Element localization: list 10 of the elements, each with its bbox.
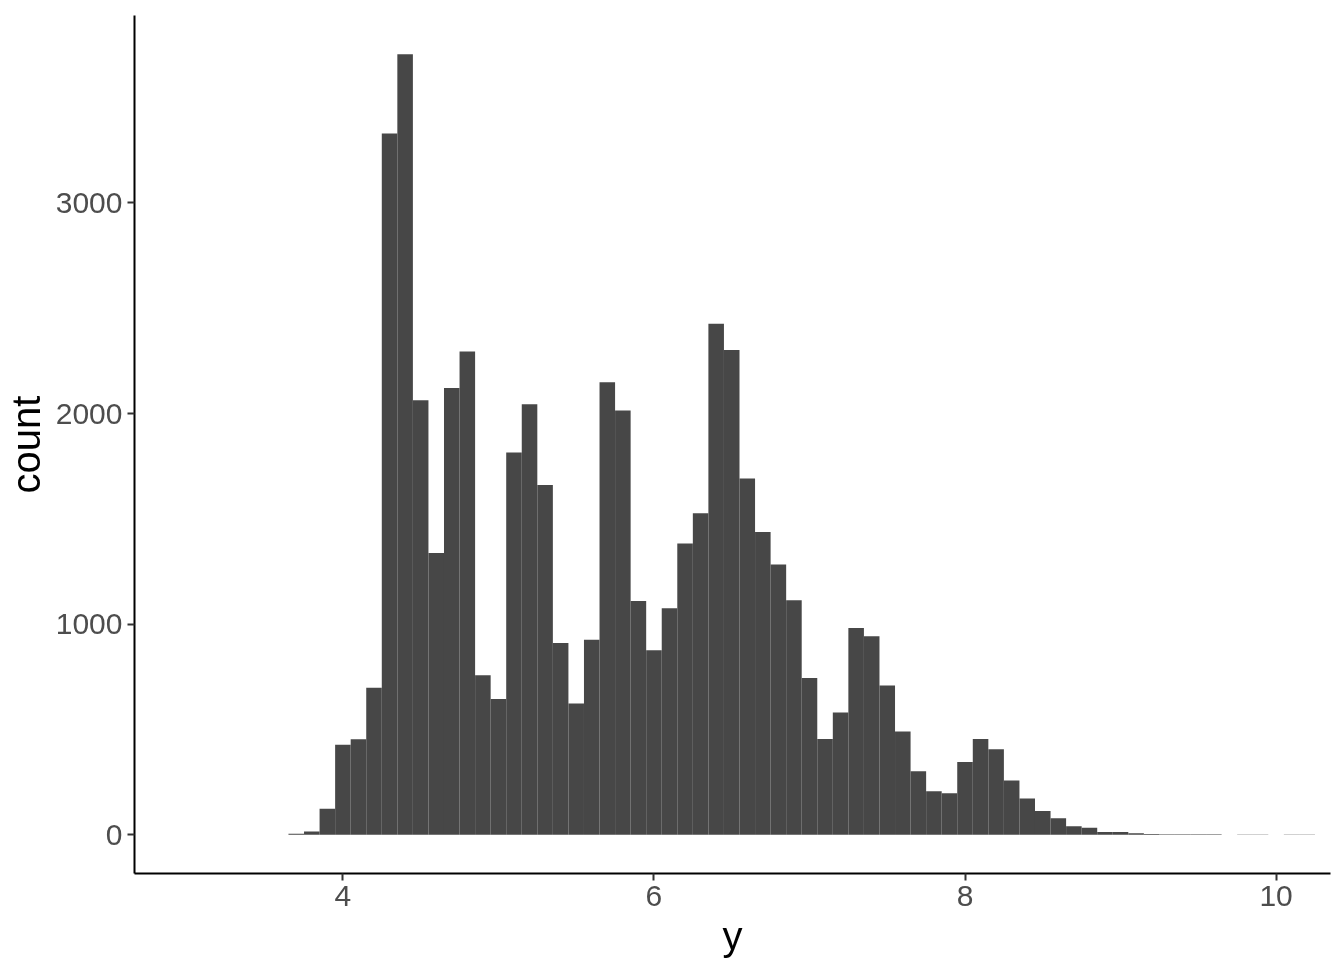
y-axis-title: count [3, 395, 48, 494]
x-axis-title: y [722, 913, 743, 958]
x-tick-label: 8 [956, 878, 974, 912]
x-tick-label: 10 [1259, 878, 1293, 912]
y-tick-label: 2000 [55, 396, 123, 430]
y-tick-label: 1000 [55, 607, 123, 641]
y-tick-label: 3000 [55, 185, 123, 219]
x-tick-label: 4 [334, 878, 352, 912]
y-tick-label: 0 [105, 817, 123, 851]
x-tick-label: 6 [645, 878, 663, 912]
